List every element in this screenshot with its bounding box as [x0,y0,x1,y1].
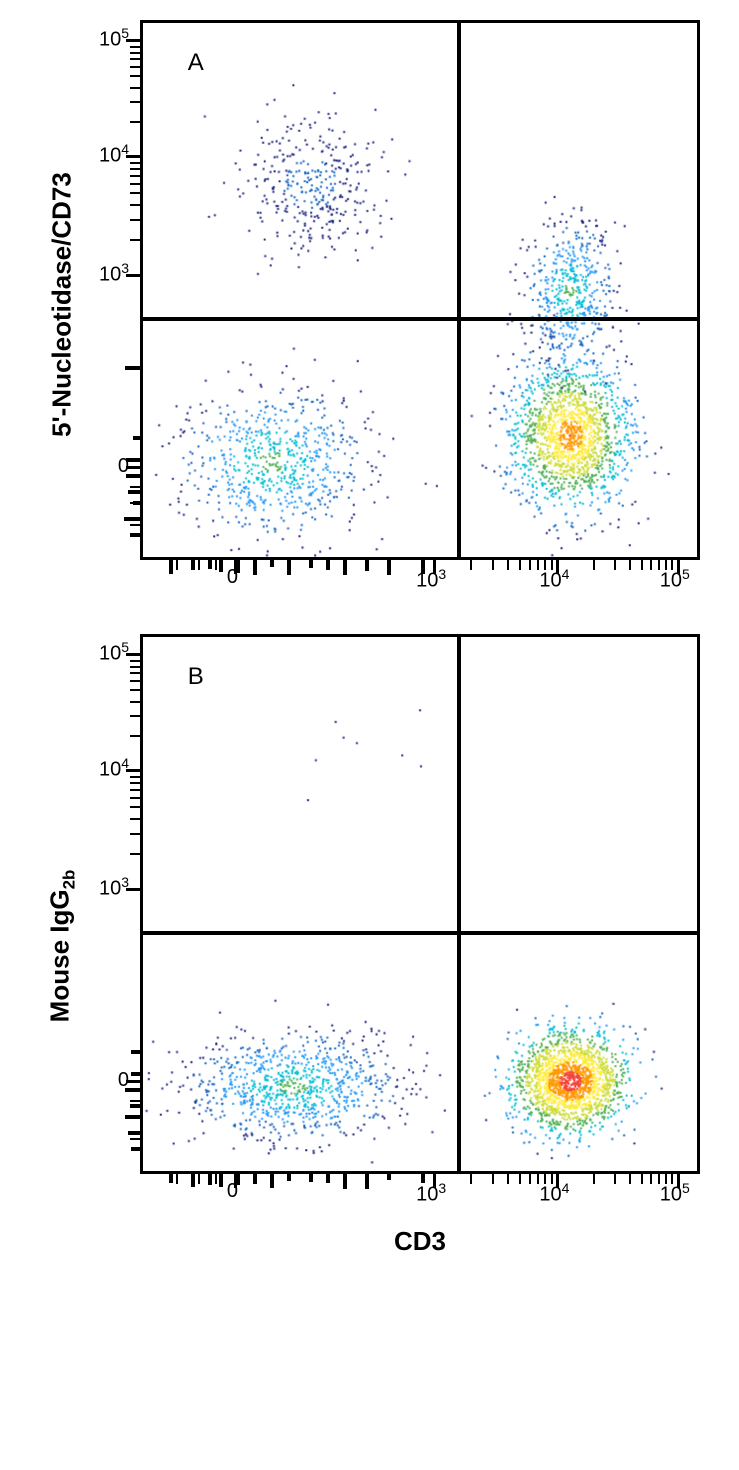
panel-a: 5'-Nucleotidase/CD73 A 0103104105 010310… [20,20,720,594]
y-axis-label-b: Mouse IgG2b [44,856,79,1036]
y-tick-label: 0 [85,455,129,478]
quadrant-hline-b [143,931,697,935]
x-tick-label: 0 [227,566,238,589]
y-tick-label: 105 [85,639,129,666]
y-tick-label: 104 [85,755,129,782]
quadrant-vline-a [457,23,461,557]
y-axis-label-a: 5'-Nucleotidase/CD73 [47,177,78,437]
y-tick-label: 103 [85,874,129,901]
x-tick-label: 104 [539,566,569,593]
x-tick-label: 105 [660,1180,690,1207]
y-tick-label: 103 [85,260,129,287]
plot-box-b: B 0103104105 [140,634,700,1174]
x-tick-label: 103 [416,566,446,593]
panel-label-b: B [188,663,204,691]
panel-label-a: A [188,49,204,77]
y-tick-label: 0 [85,1069,129,1092]
x-tick-label: 103 [416,1180,446,1207]
x-tick-labels-b: 0 103 104 105 [140,1174,700,1208]
y-tick-label: 105 [85,25,129,52]
quadrant-vline-b [457,637,461,1171]
y-tick-label: 104 [85,141,129,168]
scatter-canvas-a [143,23,697,557]
quadrant-hline-a [143,317,697,321]
figure-container: 5'-Nucleotidase/CD73 A 0103104105 010310… [20,20,720,1257]
plot-box-a: A 0103104105 [140,20,700,560]
x-axis-label-shared: CD3 [140,1226,700,1257]
x-tick-labels-a: 0 103 104 105 [140,560,700,594]
x-tick-label: 0 [227,1180,238,1203]
x-tick-label: 104 [539,1180,569,1207]
scatter-canvas-b [143,637,697,1171]
x-tick-label: 105 [660,566,690,593]
panel-b: Mouse IgG2b B 0103104105 0103104105 CD3 [20,634,720,1257]
